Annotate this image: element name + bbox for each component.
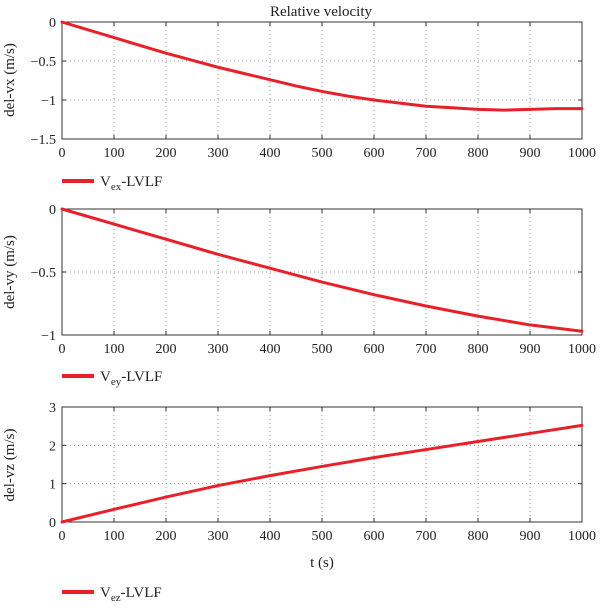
x-tick-label: 500 bbox=[312, 146, 333, 161]
x-tick-label: 300 bbox=[208, 342, 229, 357]
plot-area-frame bbox=[61, 21, 583, 140]
y-tick-label: −1 bbox=[41, 329, 56, 344]
x-tick-label: 900 bbox=[520, 146, 541, 161]
y-tick-label: 2 bbox=[49, 439, 56, 454]
x-tick-label: 800 bbox=[468, 342, 489, 357]
x-tick-label: 200 bbox=[156, 529, 177, 544]
legend: Vex-LVLF bbox=[62, 174, 162, 193]
x-axis-label: t (s) bbox=[310, 555, 334, 571]
x-tick-label: 200 bbox=[156, 342, 177, 357]
x-tick-label: 300 bbox=[208, 529, 229, 544]
y-axis-label: del-vx (m/s) bbox=[2, 43, 18, 117]
x-tick-label: 200 bbox=[156, 146, 177, 161]
legend-label: Vez-LVLF bbox=[100, 585, 162, 604]
series-line bbox=[60, 20, 584, 112]
x-tick-label: 100 bbox=[104, 146, 125, 161]
y-tick-label: −1 bbox=[41, 94, 56, 109]
y-tick-label: 0 bbox=[49, 203, 56, 218]
y-tick-label: −0.5 bbox=[31, 266, 56, 281]
x-tick-label: 1000 bbox=[568, 529, 596, 544]
x-tick-label: 800 bbox=[468, 529, 489, 544]
chart-panel-3: 0 100 200 300 400 500 600 700 800 900 1000 0 1 2 3 del-… bbox=[2, 401, 596, 604]
x-tick-label: 0 bbox=[59, 146, 66, 161]
x-tick-label: 700 bbox=[416, 529, 437, 544]
x-tick-label: 800 bbox=[468, 146, 489, 161]
x-tick-label: 0 bbox=[59, 529, 66, 544]
x-tick-label: 1000 bbox=[568, 342, 596, 357]
x-tick-label: 500 bbox=[312, 342, 333, 357]
x-tick-label: 0 bbox=[59, 342, 66, 357]
legend-label: Vey-LVLF bbox=[100, 369, 162, 388]
figure-title: Relative velocity bbox=[270, 4, 373, 20]
series-line bbox=[60, 207, 584, 333]
legend: Vey-LVLF bbox=[62, 369, 162, 388]
x-tick-label: 400 bbox=[260, 529, 281, 544]
x-tick-label: 900 bbox=[520, 529, 541, 544]
x-tick-label: 400 bbox=[260, 342, 281, 357]
chart-panel-2: 0 100 200 300 400 500 600 700 800 900 1000 0 −0.5 −1 d… bbox=[2, 203, 596, 388]
y-tick-label: −0.5 bbox=[31, 55, 56, 70]
series-line bbox=[60, 423, 584, 524]
y-tick-label: 1 bbox=[49, 478, 56, 493]
x-tick-label: 100 bbox=[104, 529, 125, 544]
legend-label: Vex-LVLF bbox=[100, 174, 162, 193]
chart-panels: 0 100 200 300 400 500 600 700 800 900 10000−0.5−1−… bbox=[2, 16, 596, 604]
x-tick-label: 900 bbox=[520, 342, 541, 357]
legend: Vez-LVLF bbox=[62, 585, 162, 604]
y-axis-label: del-vz (m/s) bbox=[2, 429, 18, 502]
y-tick-label: −1.5 bbox=[31, 133, 56, 148]
y-tick-label: 0 bbox=[49, 516, 56, 531]
x-tick-label: 400 bbox=[260, 146, 281, 161]
x-tick-label: 500 bbox=[312, 529, 333, 544]
x-tick-label: 1000 bbox=[568, 146, 596, 161]
y-axis-label: del-vy (m/s) bbox=[2, 235, 18, 309]
chart-panel-1: 0 100 200 300 400 500 600 700 800 900 1000 0 −0.5 −1 −… bbox=[2, 16, 596, 193]
x-tick-label: 600 bbox=[364, 342, 385, 357]
y-tick-label: 3 bbox=[49, 401, 56, 416]
x-tick-label: 100 bbox=[104, 342, 125, 357]
x-tick-label: 700 bbox=[416, 146, 437, 161]
x-tick-label: 600 bbox=[364, 146, 385, 161]
x-tick-label: 700 bbox=[416, 342, 437, 357]
x-tick-label: 600 bbox=[364, 529, 385, 544]
x-tick-label: 300 bbox=[208, 146, 229, 161]
y-tick-label: 0 bbox=[49, 16, 56, 31]
